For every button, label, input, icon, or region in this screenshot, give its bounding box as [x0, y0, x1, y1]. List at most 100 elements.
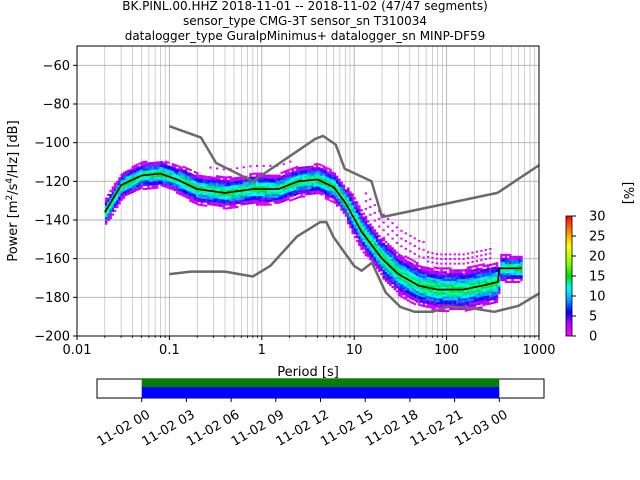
density-cell — [313, 173, 317, 176]
density-cell — [158, 180, 161, 183]
density-cell — [518, 280, 521, 284]
density-cell — [489, 267, 492, 270]
density-cell — [124, 178, 128, 181]
density-cell — [167, 178, 170, 182]
density-cell — [255, 190, 259, 193]
density-cell — [342, 192, 346, 195]
density-cell — [462, 298, 465, 301]
density-cell — [133, 170, 137, 173]
density-cell — [127, 179, 130, 182]
density-cell — [284, 183, 288, 186]
density-cell — [518, 257, 521, 260]
density-cell — [307, 177, 310, 180]
density-cell — [358, 216, 361, 220]
density-cell — [300, 189, 303, 192]
density-cell — [220, 204, 223, 207]
density-cell — [347, 210, 350, 213]
density-cell — [424, 280, 428, 283]
density-cell — [133, 189, 137, 192]
density-cell — [449, 284, 452, 287]
density-cell — [393, 278, 397, 281]
density-cell — [193, 192, 197, 195]
density-cell — [429, 269, 432, 272]
density-cell — [500, 263, 503, 266]
density-cell — [426, 282, 430, 285]
density-cell — [244, 183, 248, 186]
density-cell — [184, 172, 188, 175]
density-cell — [278, 197, 281, 200]
density-cell — [189, 190, 192, 193]
density-cell — [351, 212, 354, 215]
density-cell — [355, 230, 359, 233]
density-cell — [302, 191, 306, 194]
density-cell — [484, 276, 488, 279]
density-cell — [278, 186, 281, 189]
density-cell — [446, 298, 450, 301]
density-cell — [113, 200, 117, 203]
density-cell — [147, 166, 150, 169]
density-cell — [249, 194, 252, 197]
density-cell — [333, 193, 337, 197]
density-cell — [355, 216, 359, 219]
density-cell — [382, 213, 385, 216]
density-cell — [289, 199, 292, 202]
density-cell — [506, 263, 510, 266]
density-cell — [518, 255, 521, 258]
density-cell — [398, 257, 401, 260]
density-cell — [429, 296, 432, 299]
density-cell — [173, 163, 177, 167]
density-cell — [369, 231, 372, 234]
density-cell — [404, 261, 408, 264]
density-cell — [353, 226, 357, 229]
density-cell — [327, 177, 330, 180]
density-cell — [213, 182, 217, 185]
density-cell — [471, 300, 474, 303]
density-cell — [362, 239, 365, 242]
density-cell — [353, 232, 357, 235]
density-cell — [267, 191, 270, 195]
density-cell — [262, 182, 266, 185]
density-cell — [495, 283, 499, 286]
y-tick-label: −180 — [34, 291, 70, 306]
density-cell — [482, 269, 485, 272]
density-cell — [395, 265, 399, 268]
density-cell — [302, 170, 306, 173]
density-cell — [318, 184, 321, 187]
density-cell — [200, 175, 203, 178]
density-cell — [400, 266, 403, 269]
density-cell — [342, 209, 346, 212]
density-cell — [218, 192, 221, 196]
density-cell — [442, 280, 445, 284]
density-cell — [240, 203, 243, 206]
density-cell — [287, 171, 290, 174]
density-cell — [382, 264, 385, 267]
density-cell — [433, 293, 437, 296]
density-cell — [180, 174, 183, 177]
density-cell — [420, 300, 423, 303]
density-cell — [506, 269, 510, 272]
density-cell — [395, 286, 399, 289]
density-cell — [327, 179, 330, 182]
density-cell — [373, 246, 377, 249]
density-cell — [189, 186, 192, 189]
density-cell — [442, 304, 445, 307]
density-cell — [413, 270, 417, 273]
density-cell — [453, 292, 457, 295]
density-cell — [164, 168, 168, 171]
density-cell — [420, 290, 423, 294]
density-cell — [455, 294, 459, 297]
density-cell — [211, 197, 214, 200]
density-cell — [184, 191, 188, 195]
density-cell — [118, 192, 121, 195]
density-cell — [278, 178, 281, 181]
density-cell — [293, 170, 297, 173]
density-cell — [167, 169, 170, 172]
density-cell — [358, 228, 361, 231]
density-cell — [422, 277, 425, 280]
density-cell — [244, 198, 248, 202]
density-cell — [244, 191, 248, 194]
density-cell — [418, 280, 421, 283]
density-cell — [113, 192, 117, 195]
density-cell — [478, 295, 481, 298]
density-cell — [446, 277, 450, 280]
